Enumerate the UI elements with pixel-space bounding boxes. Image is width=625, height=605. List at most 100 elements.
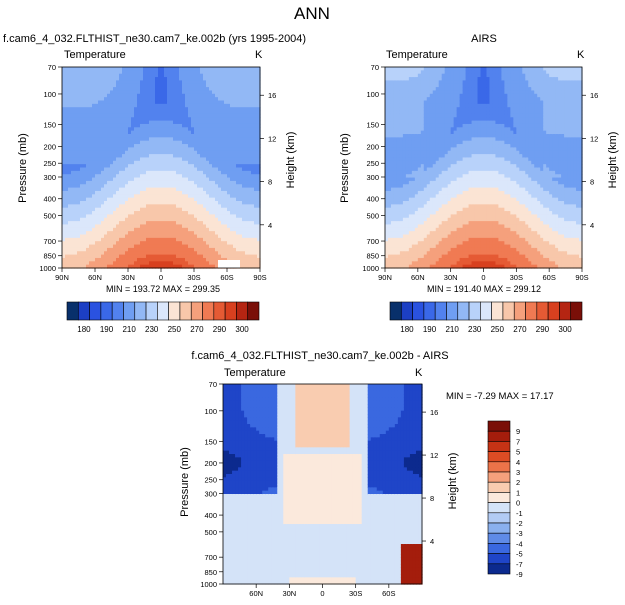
field-cell	[426, 140, 431, 145]
field-cell	[173, 144, 177, 148]
field-cell	[242, 224, 246, 229]
field-cell	[173, 214, 177, 219]
field-cell	[152, 190, 156, 195]
field-cell	[125, 227, 129, 232]
field-cell	[113, 261, 117, 266]
field-cell	[104, 93, 108, 98]
field-cell	[393, 117, 398, 122]
field-cell	[254, 77, 258, 81]
field-cell	[221, 73, 225, 78]
field-cell	[423, 190, 428, 195]
field-cell	[257, 140, 261, 145]
field-cell	[420, 264, 425, 269]
field-cell	[137, 170, 141, 175]
field-cell	[104, 201, 108, 205]
field-cell	[164, 214, 168, 219]
field-cell	[385, 103, 389, 108]
field-cell	[71, 264, 75, 269]
field-cell	[248, 177, 252, 182]
field-cell	[155, 80, 159, 85]
field-cell	[107, 67, 111, 71]
field-cell	[233, 80, 237, 85]
field-cell	[411, 83, 416, 88]
field-cell	[399, 244, 404, 249]
field-cell	[254, 201, 258, 205]
panel-airs-title: AIRS	[471, 33, 497, 45]
y-tick-label: 200	[43, 142, 56, 151]
field-cell	[110, 177, 114, 182]
field-cell	[387, 97, 392, 102]
field-cell	[95, 221, 99, 226]
field-cell	[233, 117, 237, 122]
field-cell	[399, 93, 404, 98]
field-cell	[146, 147, 150, 152]
field-cell	[140, 197, 144, 202]
field-cell	[218, 244, 222, 249]
field-cell	[218, 207, 222, 212]
field-cell	[134, 177, 138, 182]
field-cell	[257, 211, 261, 215]
field-cell	[164, 254, 168, 259]
field-cell	[248, 234, 252, 239]
field-cell	[423, 217, 428, 222]
field-cell	[143, 174, 147, 179]
field-cell	[113, 83, 117, 88]
field-cell	[242, 150, 246, 155]
field-cell	[212, 157, 216, 162]
field-cell	[149, 227, 153, 232]
field-cell	[113, 90, 117, 95]
field-cell	[149, 231, 153, 236]
field-cell	[251, 137, 255, 142]
field-cell	[230, 144, 234, 148]
field-cell	[405, 164, 410, 169]
field-cell	[248, 147, 252, 152]
field-cell	[98, 130, 102, 135]
field-cell	[387, 73, 392, 78]
field-cell	[137, 123, 141, 128]
field-cell	[257, 264, 261, 269]
field-cell	[119, 117, 123, 122]
field-cell	[95, 201, 99, 205]
field-cell	[152, 87, 156, 92]
field-cell	[158, 113, 162, 118]
field-cell	[257, 110, 261, 115]
field-cell	[107, 241, 111, 246]
field-cell	[173, 180, 177, 185]
field-cell	[236, 231, 240, 236]
field-cell	[182, 204, 186, 209]
field-cell	[128, 73, 132, 78]
field-cell	[257, 190, 261, 195]
field-cell	[402, 204, 407, 209]
field-cell	[242, 154, 246, 159]
field-cell	[71, 157, 75, 162]
field-cell	[212, 80, 216, 85]
field-cell	[92, 201, 96, 205]
field-cell	[65, 201, 69, 205]
field-cell	[417, 174, 422, 179]
field-cell	[116, 201, 120, 205]
field-cell	[140, 254, 144, 259]
field-cell	[122, 214, 126, 219]
field-cell	[399, 217, 404, 222]
field-cell	[95, 204, 99, 209]
field-cell	[149, 70, 153, 75]
field-cell	[125, 110, 129, 115]
field-cell	[83, 224, 87, 229]
field-cell	[188, 251, 192, 256]
field-cell	[387, 264, 392, 269]
field-cell	[411, 257, 416, 262]
field-cell	[122, 123, 126, 128]
field-cell	[212, 154, 216, 159]
field-cell	[188, 194, 192, 199]
field-cell	[89, 224, 93, 229]
field-cell	[203, 234, 207, 239]
field-cell	[62, 107, 66, 112]
field-cell	[224, 177, 228, 182]
field-cell	[242, 80, 246, 85]
field-cell	[83, 261, 87, 266]
field-cell	[257, 134, 261, 138]
field-cell	[387, 83, 392, 88]
field-cell	[143, 214, 147, 219]
field-cell	[402, 174, 407, 179]
field-cell	[140, 201, 144, 205]
